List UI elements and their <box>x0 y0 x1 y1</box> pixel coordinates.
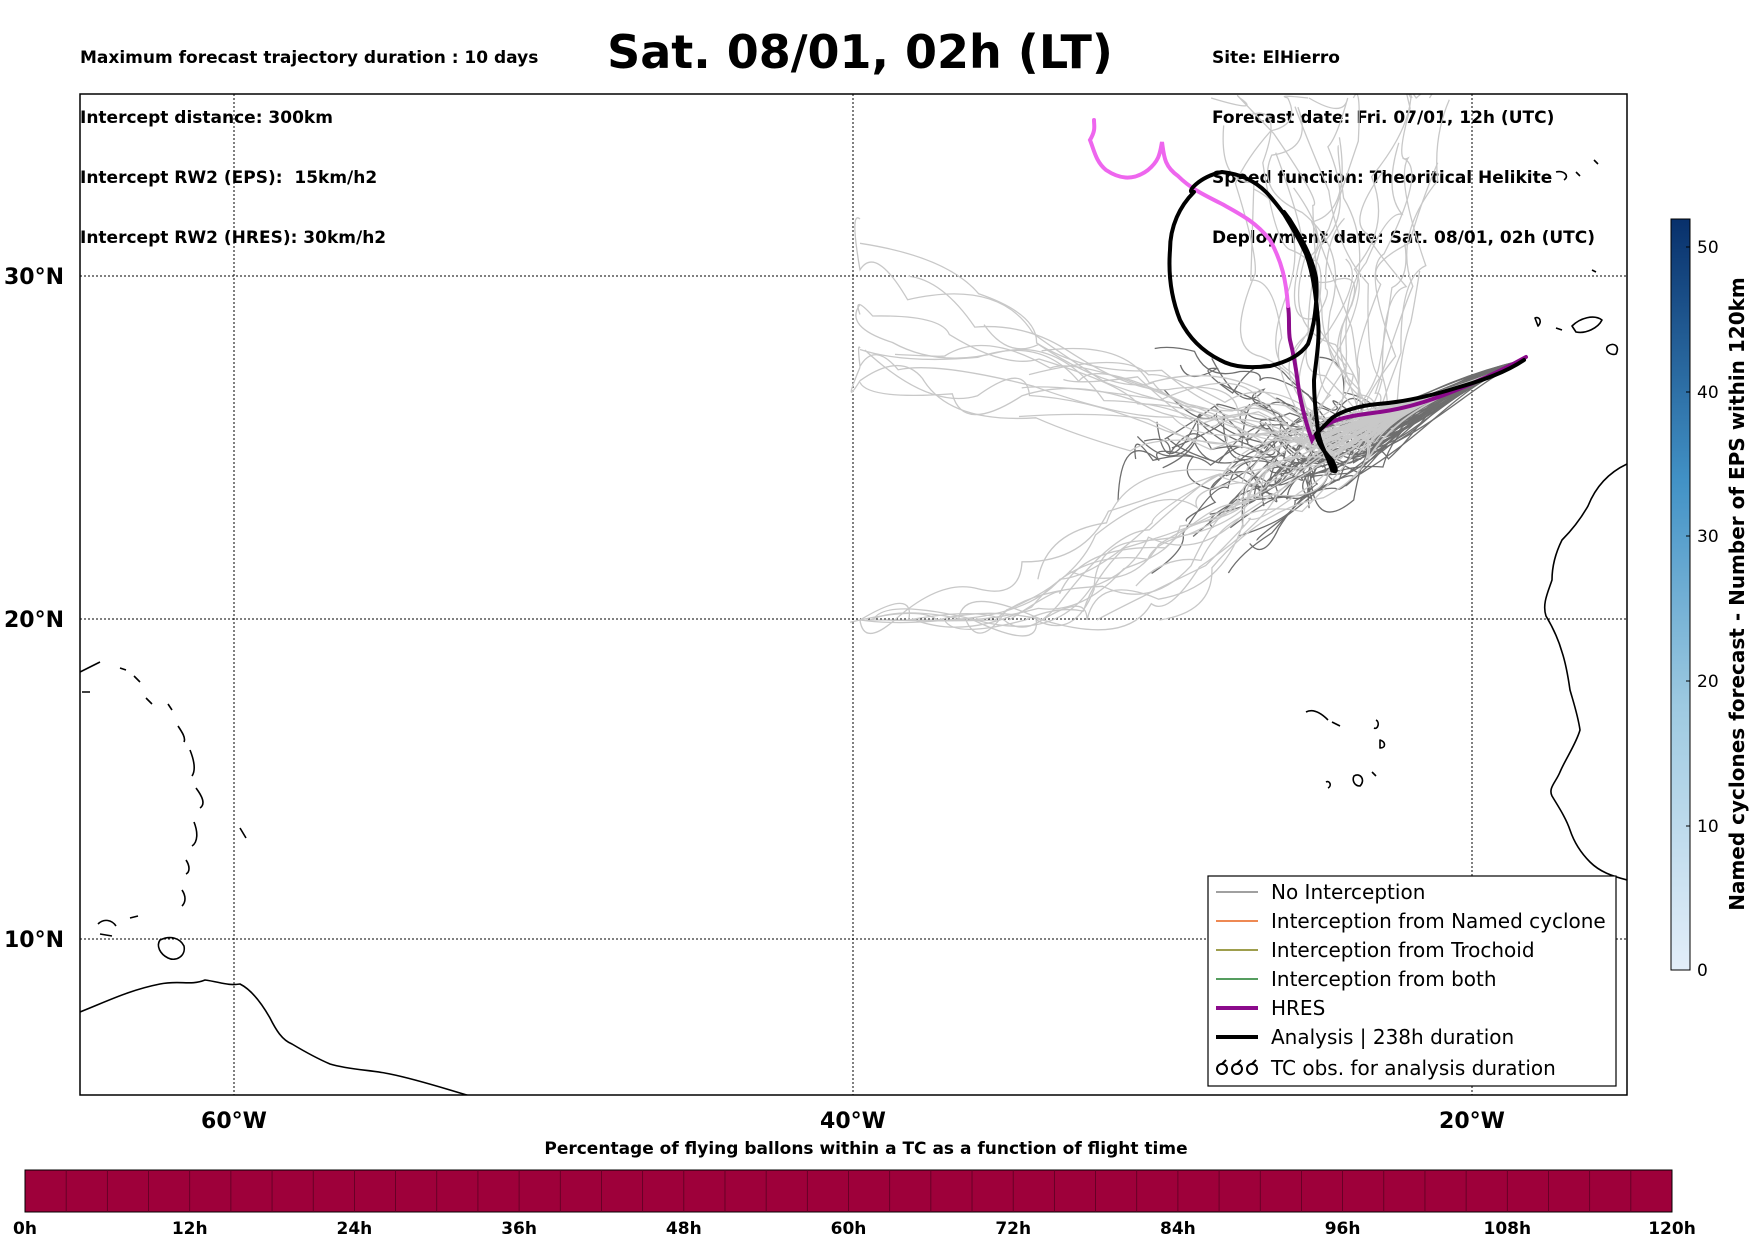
legend-label-tc-obs: TC obs. for analysis duration <box>1270 1056 1556 1080</box>
eps-track-long <box>859 359 1525 628</box>
eps-colorbar-tick-30: 30 <box>1697 527 1719 547</box>
eps-track-long <box>983 324 1525 442</box>
eps-colorbar-fill <box>1670 218 1691 971</box>
info-left-line: Maximum forecast trajectory duration : 1… <box>80 48 539 68</box>
flight-time-colorbar-title: Percentage of flying ballons within a TC… <box>544 1139 1187 1159</box>
eps-colorbar: 0 10 20 30 40 50 Named cyclones forecast… <box>1670 218 1749 981</box>
legend-label-analysis: Analysis | 238h duration <box>1271 1025 1514 1049</box>
info-left-line: Intercept distance: 300km <box>80 108 333 128</box>
madeira-islands <box>1555 159 1599 273</box>
eps-trajectories <box>849 94 1525 637</box>
eps-colorbar-tick-50: 50 <box>1697 238 1719 258</box>
lon-label-20w: 20°W <box>1439 1109 1505 1134</box>
legend-label-hres: HRES <box>1271 996 1325 1020</box>
eps-track-long <box>1308 94 1525 460</box>
eps-track-long <box>859 242 1525 453</box>
canary-islands <box>1534 316 1619 356</box>
eps-track-long <box>1366 270 1525 462</box>
flight-time-tick-label: 48h <box>666 1219 702 1239</box>
south-america-coast <box>80 979 470 1095</box>
flight-time-tick-label: 0h <box>13 1219 37 1239</box>
eps-colorbar-tick-20: 20 <box>1697 672 1719 692</box>
tc-obs-symbol-icon <box>1216 1059 1258 1075</box>
flight-time-colorbar-segments <box>65 1170 1632 1212</box>
info-left-line: Intercept RW2 (HRES): 30km/h2 <box>80 228 387 248</box>
lat-label-10n: 10°N <box>4 928 64 953</box>
info-right-line: Site: ElHierro <box>1212 48 1340 68</box>
lesser-antilles <box>80 661 247 907</box>
eps-track-long <box>849 359 1525 624</box>
eps-track-long <box>907 275 1525 441</box>
eps-track-long <box>859 359 1525 635</box>
analysis-track <box>1167 170 1526 474</box>
eps-colorbar-tick-0: 0 <box>1697 961 1708 981</box>
trinidad-coast <box>157 936 186 961</box>
legend-box <box>1207 875 1617 1087</box>
africa-coast <box>1543 463 1627 881</box>
eps-track-long <box>854 217 1525 426</box>
legend-label-trochoid: Interception from Trochoid <box>1271 938 1535 962</box>
eps-colorbar-ticks <box>1686 246 1690 971</box>
eps-track-long <box>1159 359 1525 621</box>
flight-time-tick-label: 72h <box>995 1219 1031 1239</box>
eps-track-long <box>857 303 1525 453</box>
legend-label-both: Interception from both <box>1271 967 1497 991</box>
lon-label-40w: 40°W <box>820 1109 886 1134</box>
eps-track-long <box>1294 106 1525 440</box>
info-left-line: Intercept RW2 (EPS): 15km/h2 <box>80 168 378 188</box>
eps-track-long <box>1267 106 1525 421</box>
coastlines <box>80 159 1627 1095</box>
flight-time-tick-label: 36h <box>501 1219 537 1239</box>
flight-time-tick-label: 120h <box>1648 1219 1696 1239</box>
eps-track-short <box>1247 359 1525 513</box>
flight-time-tick-label: 108h <box>1484 1219 1532 1239</box>
lat-label-30n: 30°N <box>4 265 64 290</box>
map-frame <box>79 93 1628 1096</box>
eps-colorbar-tick-40: 40 <box>1697 383 1719 403</box>
eps-track-short <box>1239 359 1525 537</box>
map-legend: No Interception Interception from Named … <box>1207 875 1617 1087</box>
info-right-line: Forecast date: Fri. 07/01, 12h (UTC) <box>1212 108 1555 128</box>
flight-time-tick-label: 96h <box>1325 1219 1361 1239</box>
eps-colorbar-title: Named cyclones forecast - Number of EPS … <box>1725 277 1749 911</box>
legend-label-no-interception: No Interception <box>1271 880 1425 904</box>
flight-time-colorbar: Percentage of flying ballons within a TC… <box>13 1139 1696 1239</box>
flight-time-tick-label: 84h <box>1160 1219 1196 1239</box>
flight-time-tick-label: 60h <box>831 1219 867 1239</box>
flight-time-tick-label: 24h <box>337 1219 373 1239</box>
cape-verde-islands <box>1305 709 1386 789</box>
eps-track-long <box>1251 112 1525 449</box>
flight-time-tick-label: 12h <box>172 1219 208 1239</box>
map-title: Sat. 08/01, 02h (LT) <box>607 25 1113 79</box>
forecast-settings-block: Maximum forecast trajectory duration : 1… <box>80 8 538 268</box>
lat-label-20n: 20°N <box>4 608 64 633</box>
eps-track-short <box>1151 359 1525 574</box>
eps-colorbar-tick-10: 10 <box>1697 817 1719 837</box>
venezuela-islands <box>97 915 139 937</box>
flight-time-colorbar-ticks: 0h 12h 24h 36h 48h 60h 72h 84h 96h 108h 120h <box>13 1219 1696 1239</box>
legend-label-named-cyclone: Interception from Named cyclone <box>1271 909 1606 933</box>
site-info-block: Site: ElHierro Forecast date: Fri. 07/01… <box>1212 8 1595 268</box>
hres-track-early <box>1087 118 1290 308</box>
lon-label-60w: 60°W <box>201 1109 267 1134</box>
